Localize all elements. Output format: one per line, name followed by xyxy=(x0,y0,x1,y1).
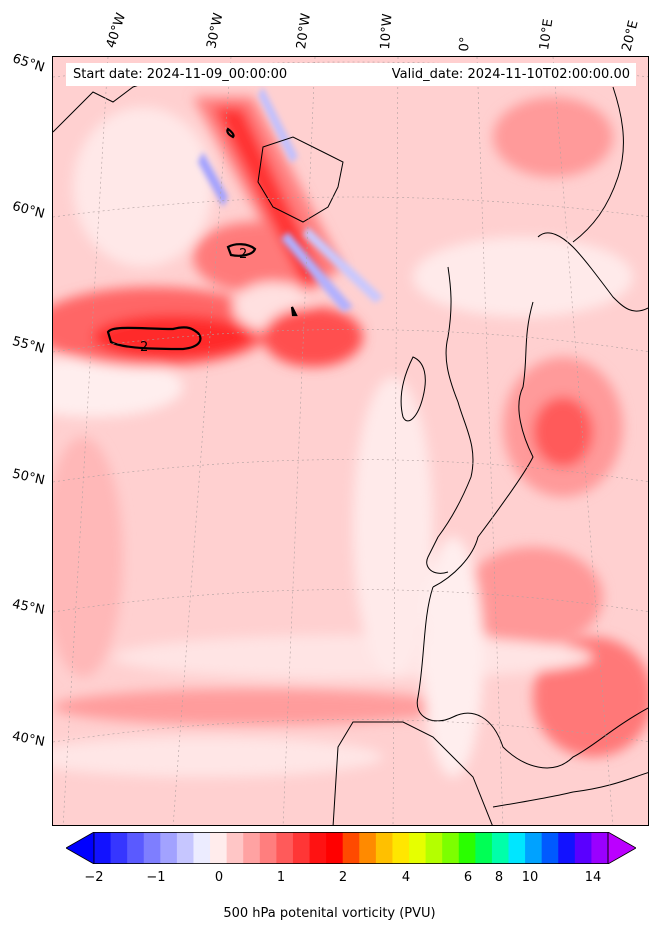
colorbar-swatch xyxy=(591,832,609,864)
lat-label-45n: 45°N xyxy=(10,596,46,619)
lat-label-40n: 40°N xyxy=(10,729,46,750)
map-panel[interactable]: 2 2 xyxy=(52,56,649,826)
colorbar xyxy=(65,831,637,865)
valid-date-label: Valid_date: 2024-11-10T02:00:00.00 xyxy=(391,67,630,82)
colorbar-extend-max xyxy=(607,831,637,865)
colorbar-swatch xyxy=(309,832,327,864)
colorbar-swatch xyxy=(491,832,510,864)
cb-tick: −2 xyxy=(84,870,104,885)
colorbar-swatch xyxy=(94,832,112,864)
colorbar-swatch xyxy=(508,832,526,864)
colorbar-swatch xyxy=(326,832,344,864)
colorbar-swatch xyxy=(292,832,311,864)
colorbar-swatch xyxy=(210,832,228,864)
colorbar-swatch xyxy=(409,832,427,864)
colorbar-swatch xyxy=(143,832,161,864)
cb-tick: 8 xyxy=(494,870,504,885)
colorbar-swatch xyxy=(226,832,244,864)
cb-tick: 2 xyxy=(338,870,348,885)
colorbar-swatch xyxy=(475,832,493,864)
lat-label-60n: 60°N xyxy=(10,199,47,222)
pv-field xyxy=(53,57,648,825)
contour-label-2: 2 xyxy=(239,247,248,262)
colorbar-swatch xyxy=(541,832,559,864)
colorbar-swatch xyxy=(276,832,294,864)
colorbar-swatch xyxy=(442,832,460,864)
colorbar-swatch xyxy=(176,832,194,864)
lon-label-30w: 30°W xyxy=(204,11,227,50)
lat-label-55n: 55°N xyxy=(10,334,47,357)
colorbar-swatch xyxy=(243,832,261,864)
colorbar-swatch xyxy=(525,832,543,864)
lon-label-10w: 10°W xyxy=(378,13,396,50)
colorbar-swatch xyxy=(574,832,592,864)
cb-tick: 6 xyxy=(463,870,473,885)
cb-tick: 4 xyxy=(401,870,411,885)
lon-label-0: 0° xyxy=(457,36,474,52)
lon-label-20w: 20°W xyxy=(294,12,314,50)
colorbar-swatch xyxy=(392,832,410,864)
colorbar-swatch xyxy=(359,832,377,864)
colorbar-swatch xyxy=(342,832,360,864)
colorbar-title: 500 hPa potenital vorticity (PVU) xyxy=(223,906,436,921)
cb-tick: 1 xyxy=(276,870,286,885)
colorbar-swatch xyxy=(193,832,211,864)
cb-tick: 0 xyxy=(214,870,224,885)
lat-label-50n: 50°N xyxy=(10,466,47,489)
lat-label-65n: 65°N xyxy=(10,51,47,76)
contour-label-1: 2 xyxy=(140,340,149,355)
lon-label-10e: 10°E xyxy=(537,17,557,51)
lon-label-20e: 20°E xyxy=(619,19,642,53)
cb-tick: 10 xyxy=(521,870,539,885)
colorbar-swatch xyxy=(458,832,476,864)
date-info-box: Start date: 2024-11-09_00:00:00 Valid_da… xyxy=(66,63,636,86)
cb-tick: 14 xyxy=(584,870,602,885)
colorbar-ticks: −2 −1 0 1 2 4 6 8 10 14 xyxy=(0,870,659,890)
lon-label-40w: 40°W xyxy=(103,11,130,50)
colorbar-swatch xyxy=(558,832,576,864)
colorbar-swatch xyxy=(110,832,128,864)
colorbar-border xyxy=(93,832,609,864)
colorbar-swatches xyxy=(65,831,637,865)
colorbar-extend-min xyxy=(65,831,95,865)
colorbar-swatch xyxy=(259,832,277,864)
colorbar-swatch xyxy=(127,832,145,864)
start-date-label: Start date: 2024-11-09_00:00:00 xyxy=(73,67,288,82)
cb-tick: −1 xyxy=(146,870,166,885)
colorbar-swatch xyxy=(425,832,443,864)
colorbar-swatch xyxy=(375,832,393,864)
colorbar-swatch xyxy=(160,832,178,864)
